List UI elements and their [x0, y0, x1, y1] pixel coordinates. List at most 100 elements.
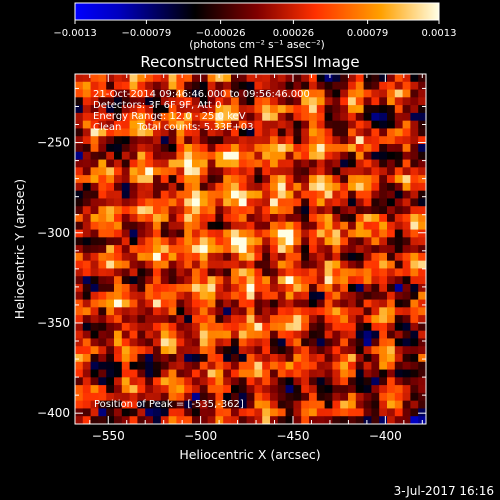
heatmap-cell [418, 330, 426, 339]
heatmap-cell [176, 268, 185, 277]
heatmap-cell [402, 214, 411, 223]
heatmap-cell [145, 175, 154, 184]
heatmap-cell [324, 81, 333, 90]
heatmap-cell [254, 81, 263, 90]
heatmap-cell [145, 229, 154, 238]
heatmap-cell [231, 330, 240, 339]
heatmap-cell [410, 354, 419, 363]
heatmap-cell [309, 369, 318, 378]
heatmap-cell [98, 392, 107, 402]
heatmap-cell [316, 74, 325, 83]
heatmap-cell [90, 97, 99, 106]
heatmap-cell [285, 400, 294, 409]
heatmap-cell [379, 307, 388, 316]
heatmap-cell [192, 392, 201, 402]
heatmap-cell [106, 338, 115, 347]
heatmap-cell [246, 221, 255, 230]
heatmap-cell [301, 81, 310, 90]
heatmap-cell [223, 136, 232, 145]
heatmap-cell [246, 408, 255, 417]
heatmap-cell [363, 268, 372, 277]
heatmap-cell [121, 299, 130, 308]
heatmap-cell [262, 330, 271, 339]
heatmap-cell [270, 190, 279, 199]
heatmap-cell [340, 120, 349, 129]
heatmap-cell [418, 299, 426, 308]
heatmap-cell [121, 346, 130, 355]
heatmap-cell [199, 315, 208, 324]
heatmap-cell [246, 159, 255, 168]
heatmap-cell [231, 151, 240, 160]
heatmap-cell [410, 182, 419, 192]
heatmap-cell [301, 89, 310, 98]
heatmap-cell [238, 369, 247, 378]
heatmap-cell [270, 369, 279, 378]
heatmap-cell [246, 315, 255, 324]
heatmap-cell [316, 408, 325, 417]
heatmap-cell [192, 81, 201, 90]
heatmap-cell [145, 182, 154, 192]
heatmap-cell [75, 198, 84, 207]
heatmap-cell [324, 338, 333, 347]
heatmap-cell [145, 369, 154, 378]
heatmap-cell [90, 291, 99, 300]
heatmap-cell [192, 74, 201, 83]
heatmap-cell [106, 198, 115, 207]
heatmap-cell [184, 284, 193, 293]
heatmap-cell [153, 385, 162, 394]
heatmap-cell [340, 268, 349, 277]
heatmap-cell [348, 284, 357, 293]
heatmap-cell [410, 299, 419, 308]
heatmap-cell [324, 229, 333, 238]
heatmap-cell [160, 284, 169, 293]
heatmap-cell [160, 206, 169, 215]
heatmap-cell [309, 206, 318, 215]
heatmap-cell [168, 136, 177, 145]
heatmap-cell [332, 105, 341, 114]
heatmap-cell [137, 416, 146, 424]
heatmap-cell [348, 354, 357, 363]
heatmap-cell [410, 260, 419, 269]
heatmap-cell [387, 291, 396, 300]
heatmap-cell [316, 144, 325, 153]
heatmap-cell [410, 330, 419, 339]
heatmap-cell [121, 120, 130, 129]
heatmap-cell [231, 214, 240, 223]
heatmap-cell [75, 182, 84, 192]
heatmap-cell [277, 144, 286, 153]
heatmap-cell [332, 229, 341, 238]
heatmap-cell [418, 392, 426, 402]
heatmap-cell [75, 245, 84, 254]
heatmap-cell [293, 81, 302, 90]
heatmap-cell [246, 105, 255, 114]
heatmap-cell [145, 392, 154, 402]
heatmap-cell [246, 307, 255, 316]
heatmap-cell [262, 214, 271, 223]
heatmap-cell [262, 322, 271, 332]
heatmap-cell [184, 400, 193, 409]
heatmap-cell [316, 291, 325, 300]
heatmap-cell [145, 330, 154, 339]
heatmap-cell [402, 377, 411, 386]
heatmap-cell [348, 74, 357, 83]
heatmap-cell [145, 167, 154, 176]
heatmap-cell [153, 128, 162, 137]
heatmap-cell [387, 128, 396, 137]
heatmap-cell [168, 260, 177, 269]
heatmap-cell [262, 144, 271, 153]
heatmap-cell [184, 361, 193, 370]
heatmap-cell [387, 214, 396, 223]
heatmap-cell [176, 81, 185, 90]
heatmap-cell [98, 151, 107, 160]
heatmap-cell [215, 408, 224, 417]
heatmap-cell [192, 120, 201, 129]
heatmap-cell [262, 97, 271, 106]
heatmap-cell [176, 392, 185, 402]
heatmap-cell [262, 392, 271, 402]
heatmap-cell [340, 322, 349, 332]
heatmap-cell [394, 175, 403, 184]
heatmap-cell [121, 105, 130, 114]
heatmap-cell [160, 245, 169, 254]
heatmap-cell [418, 89, 426, 98]
heatmap-cell [75, 128, 84, 137]
